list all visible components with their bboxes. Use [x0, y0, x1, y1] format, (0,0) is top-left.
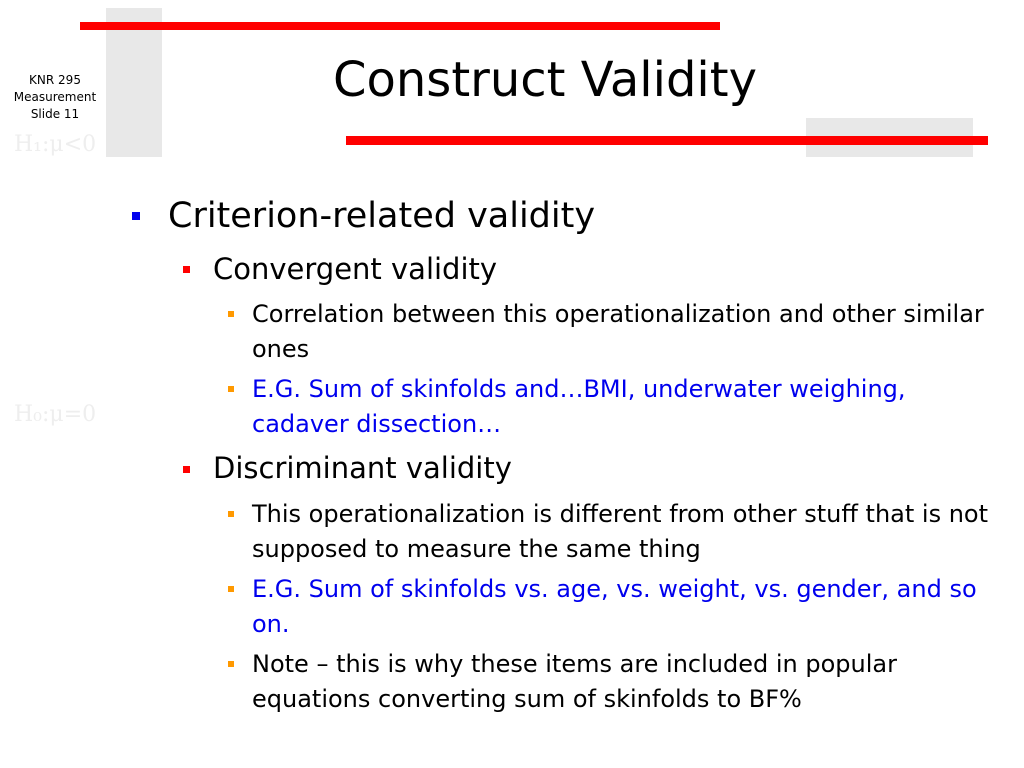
bullet-icon [228, 386, 234, 392]
decorative-gray-bar [106, 8, 162, 157]
bullet-conv-2: E.G. Sum of skinfolds and…BMI, underwate… [252, 375, 906, 438]
slide-number: Slide 11 [30, 107, 80, 121]
bullet-icon [183, 466, 190, 473]
bullet-icon [183, 266, 190, 273]
page-title: Construct Validity [333, 52, 757, 108]
bullet-icon [228, 661, 234, 667]
top-red-bar [80, 22, 720, 30]
bullet-icon [228, 586, 234, 592]
bullet-disc-1: This operationalization is different fro… [252, 500, 989, 563]
subject-label: Measurement [13, 90, 97, 104]
bullet-disc-2: E.G. Sum of skinfolds vs. age, vs. weigh… [252, 575, 977, 638]
bullet-icon [132, 212, 140, 220]
bullet-conv-1: Correlation between this operationalizat… [252, 300, 984, 363]
title-underline-bar [346, 136, 988, 145]
bullet-icon [228, 511, 234, 517]
bullet-disc-3: Note – this is why these items are inclu… [252, 650, 897, 713]
bullet-icon [228, 311, 234, 317]
bullet-criterion: Criterion-related validity [168, 196, 596, 236]
slide-info: KNR 295 Measurement Slide 11 [0, 72, 110, 123]
course-label: KNR 295 [29, 73, 81, 87]
bullet-convergent: Convergent validity [213, 252, 498, 286]
watermark-equation: H₀:μ=0 [14, 402, 97, 427]
bullet-discriminant: Discriminant validity [213, 451, 512, 485]
watermark-equation: H₁:μ<0 [14, 132, 97, 157]
